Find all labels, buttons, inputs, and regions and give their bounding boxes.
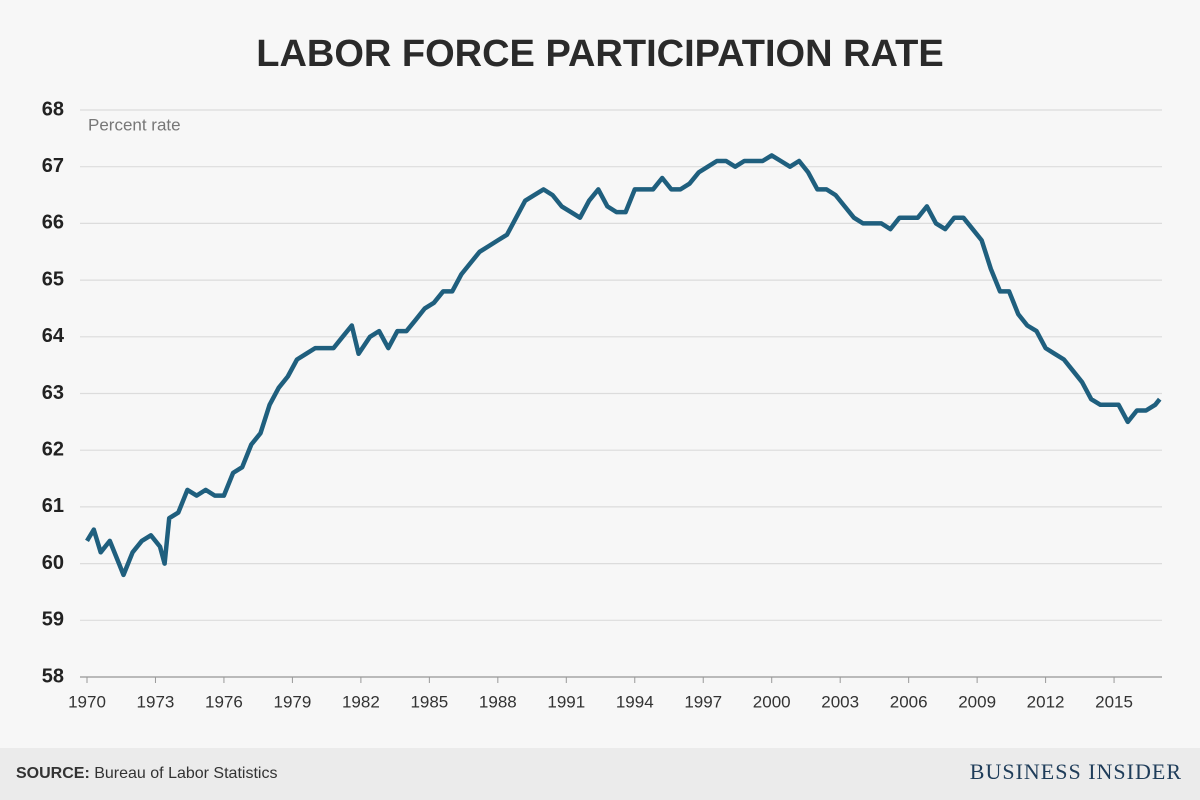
plot-area: 58 59 60 61 62 63 64 65 66 67 68 1970 1973 1976 1979 19… (42, 98, 1162, 711)
y-tick-label: 59 (42, 609, 64, 631)
y-tick-label: 61 (42, 495, 64, 517)
y-tick-label: 66 (42, 212, 64, 234)
y-tick-label: 62 (42, 438, 64, 460)
y-tick-label: 64 (42, 325, 65, 347)
x-tick-label: 2012 (1027, 692, 1065, 711)
x-tick-label: 1976 (205, 692, 243, 711)
x-tick-label: 2015 (1095, 692, 1133, 711)
x-tick-label: 1988 (479, 692, 517, 711)
y-tick-label: 58 (42, 665, 64, 687)
source: SOURCE: Bureau of Labor Statistics (16, 765, 277, 782)
data-line (85, 153, 1162, 578)
chart-title: LABOR FORCE PARTICIPATION RATE (256, 33, 944, 75)
brand: BUSINESS INSIDER (970, 759, 1182, 784)
x-tick-label: 2003 (821, 692, 859, 711)
x-tick-label: 1997 (684, 692, 722, 711)
source-text: Bureau of Labor Statistics (94, 765, 277, 782)
x-tick-label: 1979 (273, 692, 311, 711)
y-tick-label: 60 (42, 552, 64, 574)
y-axis-label: Percent rate (88, 115, 181, 134)
x-tick-label: 1973 (137, 692, 175, 711)
source-label: SOURCE: (16, 765, 90, 782)
y-tick-label: 65 (42, 268, 64, 290)
x-tick-label: 2006 (890, 692, 928, 711)
x-tick-label: 1970 (68, 692, 106, 711)
y-tick-label: 68 (42, 98, 64, 120)
x-tick-label: 1994 (616, 692, 654, 711)
y-tick-label: 63 (42, 382, 64, 404)
footer-bar (0, 748, 1200, 800)
x-tick-label: 1982 (342, 692, 380, 711)
x-tick-label: 2009 (958, 692, 996, 711)
x-tick-label: 2000 (753, 692, 791, 711)
y-tick-label: 67 (42, 155, 64, 177)
x-tick-label: 1985 (410, 692, 448, 711)
x-tick-label: 1991 (547, 692, 585, 711)
